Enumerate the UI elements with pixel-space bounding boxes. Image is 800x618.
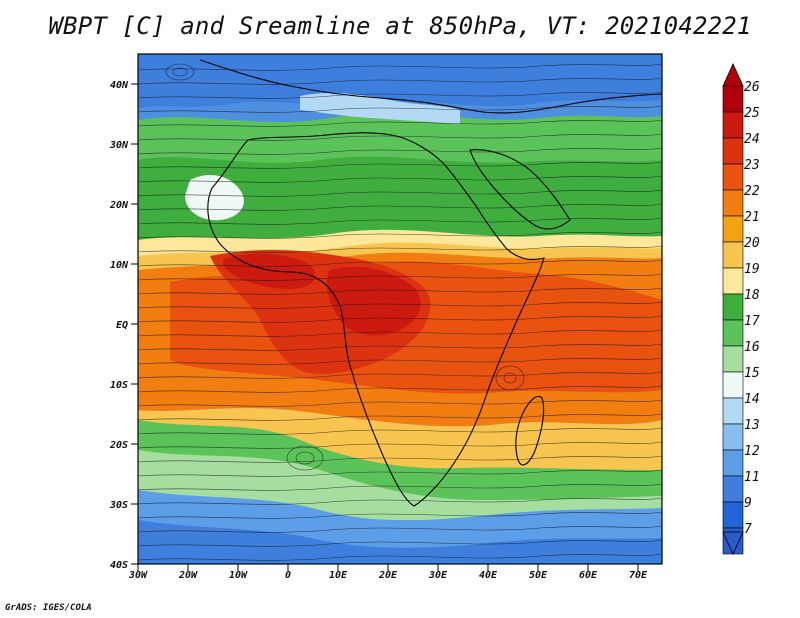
colorbar-label: 25	[744, 106, 760, 121]
streamlines	[138, 63, 662, 561]
colorbar-segment	[722, 189, 744, 217]
colorbar-segment	[722, 293, 744, 321]
arabia-coastline	[469, 149, 571, 230]
africa-coastline	[207, 132, 545, 507]
lon-tick-label: 30W	[128, 570, 148, 581]
colorbar-segment	[722, 163, 744, 191]
colorbar-segment	[722, 345, 744, 373]
colorbar-label: 11	[744, 470, 760, 485]
lat-tick-label: 30S	[109, 500, 128, 511]
colorbar-label: 18	[744, 288, 760, 303]
europe-coastline	[199, 59, 662, 114]
colorbar-bottom-arrow	[722, 531, 744, 555]
colorbar-segment	[722, 215, 744, 243]
colorbar-label: 16	[744, 340, 760, 355]
colorbar-segment	[722, 267, 744, 295]
colorbar-segment	[722, 423, 744, 451]
colorbar-label: 19	[744, 262, 760, 277]
lat-tick-label: 30N	[109, 140, 129, 151]
map-frame	[137, 53, 663, 565]
lat-tick-label: 10S	[110, 380, 128, 391]
colorbar-segment	[722, 241, 744, 269]
coastlines	[199, 59, 662, 507]
lat-tick-label: 40S	[110, 560, 128, 571]
colorbar-label: 23	[744, 158, 760, 173]
madagascar-coastline	[515, 396, 545, 466]
lon-tick-label: 10E	[329, 570, 348, 581]
colorbar-label: 17	[744, 314, 760, 329]
lat-tick-label: EQ	[116, 320, 128, 331]
colorbar-label: 12	[744, 444, 760, 459]
lat-tick-label: 20N	[109, 200, 129, 211]
credit-text: GrADS: IGES/COLA	[5, 603, 92, 613]
map-title: WBPT [C] and Sreamline at 850hPa, VT: 20…	[48, 12, 752, 40]
lon-tick-label: 60E	[579, 570, 598, 581]
colorbar-segment	[722, 319, 744, 347]
colorbar-label: 7	[744, 522, 752, 537]
lon-tick-label: 40E	[479, 570, 498, 581]
colorbar-label: 14	[744, 392, 760, 407]
lon-tick-label: 20W	[178, 570, 198, 581]
colorbar: 26 25 24 23 22 21 20 19 18 17 16 15 14 1…	[722, 63, 760, 555]
colorbar-label: 24	[744, 132, 760, 147]
lon-tick-label: 20E	[378, 570, 398, 581]
colorbar-segment	[722, 475, 744, 503]
colorbar-label: 26	[744, 80, 760, 95]
colorbar-segment	[722, 371, 744, 399]
colorbar-segment	[722, 137, 744, 165]
colorbar-label: 9	[744, 496, 752, 511]
colorbar-segment	[722, 397, 744, 425]
lon-tick-label: 0	[285, 570, 291, 581]
lon-ticks: 30W 20W 10W 0 10E 20E 30E 40E 50E 60E 70…	[128, 564, 648, 581]
lat-tick-label: 40N	[110, 80, 129, 91]
lat-ticks: 40N 30N 20N 10N EQ 10S 20S 30S 40S	[109, 80, 138, 571]
lon-tick-label: 10W	[229, 570, 248, 581]
wbpt-field	[138, 54, 662, 564]
map-plot-area	[138, 54, 662, 564]
colorbar-segment	[722, 111, 744, 139]
colorbar-segment	[722, 449, 744, 477]
lat-tick-label: 20S	[109, 440, 128, 451]
colorbar-label: 21	[744, 210, 760, 225]
colorbar-label: 15	[744, 366, 760, 381]
lon-tick-label: 70E	[629, 570, 648, 581]
lat-tick-label: 10N	[110, 260, 129, 271]
lon-tick-label: 50E	[529, 570, 548, 581]
colorbar-top-arrow	[722, 63, 744, 87]
colorbar-segment	[722, 501, 744, 529]
colorbar-label: 13	[744, 418, 760, 433]
colorbar-segments	[722, 85, 744, 555]
colorbar-label: 20	[744, 236, 760, 251]
lon-tick-label: 30E	[428, 570, 448, 581]
colorbar-label: 22	[744, 184, 760, 199]
colorbar-segment	[722, 85, 744, 113]
